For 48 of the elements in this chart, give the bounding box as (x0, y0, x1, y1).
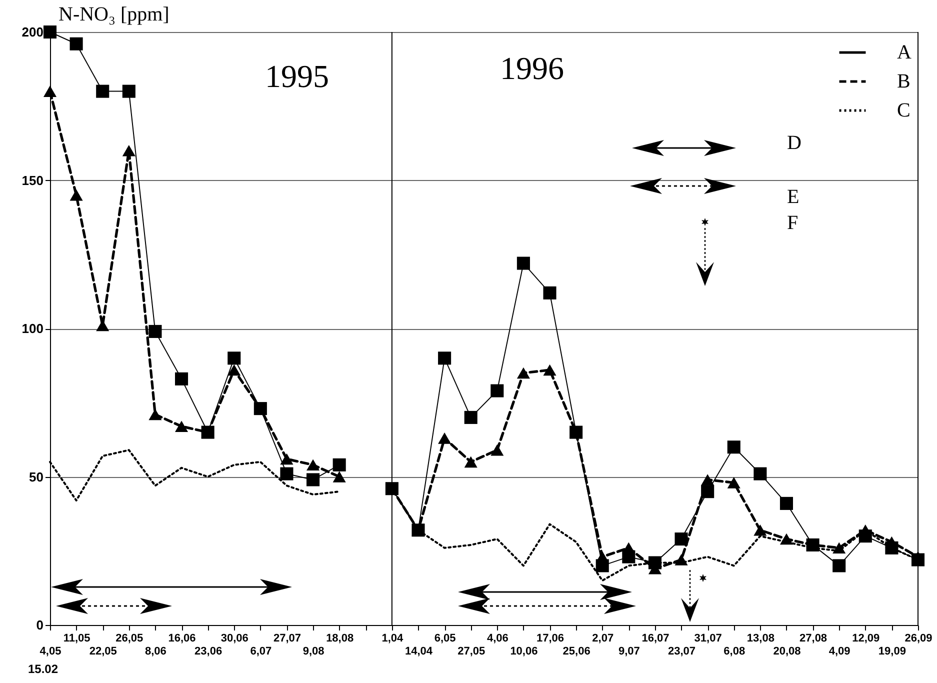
text: 15.02 (28, 662, 58, 676)
x-tick-label: 6,05 (434, 632, 456, 644)
annotation: D (787, 132, 802, 155)
x-tick-label: 9,08 (302, 646, 324, 658)
y-tick-label: 100 (22, 321, 44, 336)
x-tick-label: 26,05 (116, 632, 144, 644)
x-tick-label: 10,06 (510, 646, 538, 658)
annotation: 1995 (265, 58, 329, 95)
x-tick-label: 27,08 (800, 632, 828, 644)
x-tick-label: 25,06 (562, 646, 590, 658)
x-tick-label: 27,07 (273, 632, 301, 644)
x-tick-label: 22,05 (89, 646, 117, 658)
x-tick-label: 6,07 (250, 646, 272, 658)
x-tick-label: 16,06 (168, 632, 196, 644)
x-tick-label: 13,08 (746, 632, 774, 644)
x-tick-label: 23,06 (194, 646, 222, 658)
x-tick-label: 27,05 (458, 646, 486, 658)
x-tick-label: 9,07 (618, 646, 640, 658)
x-tick-label: 16,07 (642, 632, 670, 644)
x-tick-label: 6,08 (724, 646, 746, 658)
y-tick-label: 200 (22, 24, 44, 40)
x-tick-label: 17,06 (536, 632, 564, 644)
y-tick-label: 0 (36, 618, 44, 632)
x-tick-label: 18,08 (326, 632, 354, 644)
annotation: 1996 (500, 50, 564, 87)
annotation: F (787, 212, 798, 235)
x-tick-label: 11,05 (63, 632, 90, 644)
x-tick-label: 14,04 (404, 646, 434, 658)
x-tick-label: 26,09 (904, 632, 932, 644)
x-tick-label: 2,07 (592, 632, 614, 644)
x-tick-label: 19,09 (878, 646, 906, 658)
x-tick-label: 31,07 (694, 632, 722, 644)
x-tick-label: 12,09 (852, 632, 880, 644)
legend-label: B (897, 70, 910, 92)
x-tick-label: 30,06 (220, 632, 248, 644)
annotation: E (787, 186, 800, 209)
legend-label: C (897, 100, 910, 122)
x-tick-label: 23,07 (668, 646, 696, 658)
y-tick-label: 150 (22, 172, 44, 188)
y-axis-title: N-NO₃ [ppm] (58, 4, 170, 26)
x-tick-label: 8,06 (145, 646, 166, 658)
x-tick-label: 4,05 (40, 646, 62, 658)
x-tick-label: 20,08 (773, 646, 801, 658)
legend-label: A (897, 42, 912, 64)
x-tick-label: 4,09 (828, 646, 850, 658)
x-tick-label: 4,06 (486, 632, 508, 644)
y-tick-label: 50 (29, 469, 44, 484)
x-tick-label: 1,04 (382, 632, 404, 644)
